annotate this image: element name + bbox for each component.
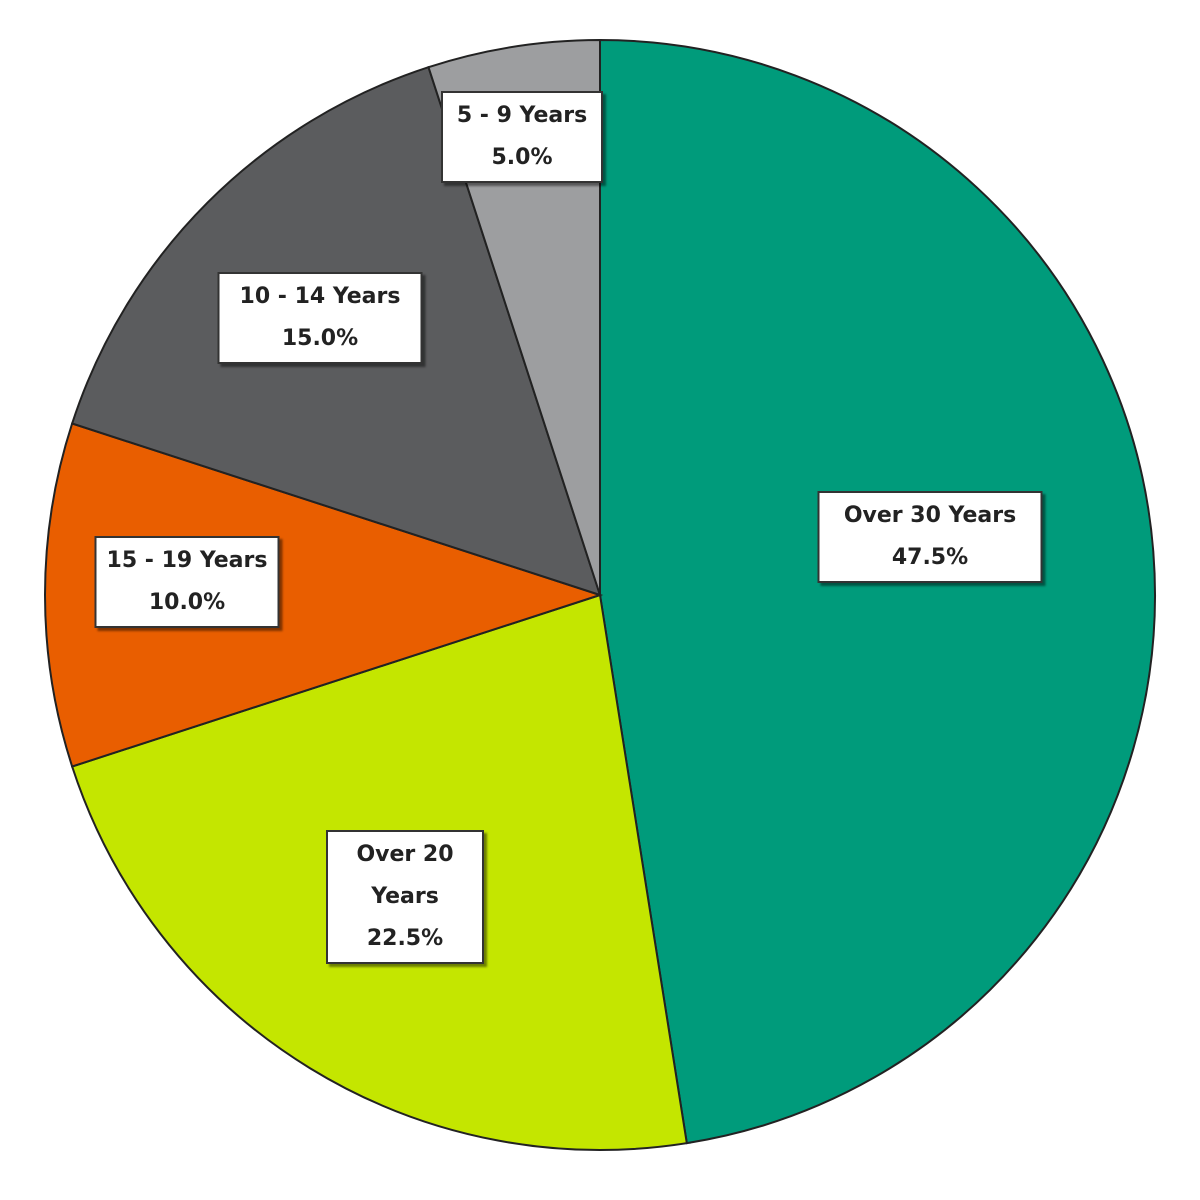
pie-slice xyxy=(599,38,1156,1145)
data-label-box: 5 - 9 Years 5.0% xyxy=(441,91,603,183)
value-label: 5.0% xyxy=(491,145,553,170)
data-label-box: 10 - 14 Years 15.0% xyxy=(217,272,423,364)
value-label: 47.5% xyxy=(891,545,969,570)
value-label: 15.0% xyxy=(281,326,359,351)
value-label: 10.0% xyxy=(148,590,226,615)
data-label-box: Over 20 Years 22.5% xyxy=(326,830,484,964)
category-label: 10 - 14 Years xyxy=(239,284,401,309)
data-label-box: 15 - 19 Years 10.0% xyxy=(94,536,280,628)
category-label: Over 20 Years xyxy=(356,842,454,909)
data-label-box: Over 30 Years 47.5% xyxy=(817,491,1043,583)
category-label: 5 - 9 Years xyxy=(456,103,588,128)
category-label: 15 - 19 Years xyxy=(106,548,268,573)
value-label: 22.5% xyxy=(366,926,444,951)
category-label: Over 30 Years xyxy=(843,503,1017,528)
pie-slice xyxy=(44,422,604,768)
